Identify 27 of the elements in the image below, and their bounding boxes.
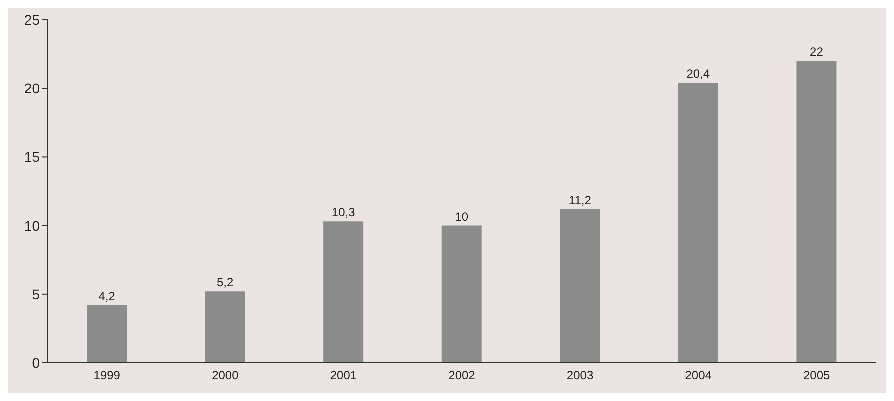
bar — [205, 292, 246, 363]
bar — [560, 209, 600, 363]
data-label: 22 — [810, 45, 824, 60]
y-tick-label: 0 — [32, 354, 40, 371]
data-label: 11,2 — [568, 193, 592, 208]
bar — [796, 61, 837, 363]
bar — [442, 226, 482, 363]
x-tick-label: 2005 — [804, 368, 831, 383]
x-tick-label: 2002 — [448, 368, 476, 383]
data-label: 4,2 — [98, 289, 116, 304]
data-label: 10 — [455, 210, 469, 224]
bar — [87, 305, 127, 363]
data-label: 10,3 — [332, 206, 356, 220]
x-tick-label: 2004 — [685, 368, 712, 383]
y-tick-label: 10 — [24, 218, 40, 234]
y-tick-label: 25 — [24, 12, 40, 28]
x-tick-label: 2001 — [330, 368, 358, 383]
y-tick-label: 5 — [32, 286, 40, 302]
x-tick-label: 2003 — [566, 368, 594, 383]
y-tick-label: 20 — [24, 80, 40, 97]
data-label: 20,4 — [686, 67, 710, 82]
x-tick-label: 2000 — [212, 368, 240, 383]
data-label: 5,2 — [216, 276, 234, 290]
bar — [678, 83, 718, 363]
y-tick-label: 15 — [24, 149, 40, 166]
x-tick-label: 1999 — [94, 368, 121, 383]
bar — [324, 222, 364, 363]
